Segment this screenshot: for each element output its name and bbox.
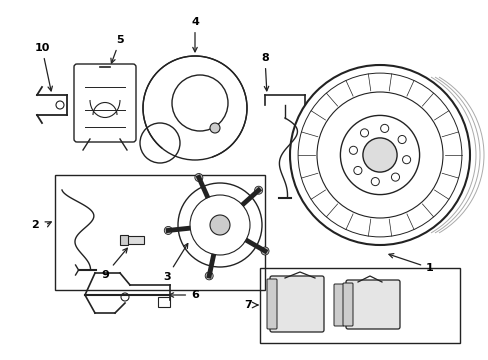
- Text: 5: 5: [111, 35, 123, 63]
- FancyBboxPatch shape: [269, 276, 324, 332]
- Text: 2: 2: [31, 220, 39, 230]
- Bar: [120, 235, 128, 245]
- Circle shape: [380, 124, 388, 132]
- Text: 10: 10: [34, 43, 52, 91]
- FancyBboxPatch shape: [346, 280, 399, 329]
- Circle shape: [360, 129, 368, 137]
- Circle shape: [205, 272, 213, 280]
- Circle shape: [209, 215, 229, 235]
- Circle shape: [348, 146, 357, 154]
- Text: 8: 8: [261, 53, 268, 91]
- Circle shape: [254, 186, 262, 194]
- Circle shape: [362, 138, 396, 172]
- Circle shape: [370, 177, 379, 186]
- Circle shape: [164, 226, 172, 234]
- Circle shape: [261, 247, 268, 255]
- Bar: [55, 175, 264, 290]
- Circle shape: [353, 166, 361, 175]
- Text: 3: 3: [163, 244, 187, 282]
- Bar: [260, 268, 459, 343]
- Circle shape: [397, 135, 406, 144]
- Circle shape: [390, 173, 399, 181]
- Text: 7: 7: [244, 300, 251, 310]
- FancyBboxPatch shape: [333, 284, 343, 326]
- Text: 6: 6: [169, 290, 199, 300]
- Circle shape: [194, 174, 203, 181]
- Circle shape: [209, 123, 220, 133]
- FancyBboxPatch shape: [342, 283, 352, 326]
- Text: 4: 4: [191, 17, 199, 52]
- Text: 9: 9: [101, 248, 127, 280]
- Text: 1: 1: [388, 253, 433, 273]
- FancyBboxPatch shape: [266, 279, 276, 329]
- Circle shape: [402, 156, 410, 164]
- Bar: [158, 297, 170, 307]
- Bar: [124, 236, 143, 244]
